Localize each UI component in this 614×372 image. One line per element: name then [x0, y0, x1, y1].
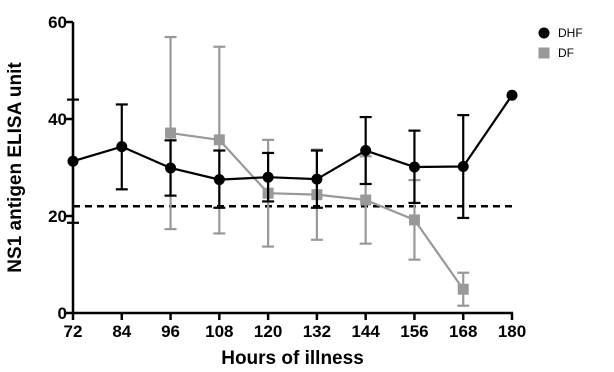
x-tick-label: 120: [254, 322, 282, 341]
x-axis-title: Hours of illness: [221, 348, 364, 369]
x-tick-label: 132: [303, 322, 331, 341]
data-point: [67, 155, 79, 167]
y-tick-label: 40: [48, 110, 67, 129]
y-tick-label: 20: [48, 207, 67, 226]
data-point: [311, 173, 323, 185]
y-tick-label: 0: [58, 304, 67, 323]
data-point: [165, 127, 177, 139]
series-line-dhf: [72, 94, 513, 181]
legend-marker: [538, 27, 550, 39]
series-layer: [67, 35, 518, 307]
legend-label: DHF: [558, 26, 583, 40]
data-point: [457, 283, 469, 295]
x-tick-label: 72: [64, 322, 83, 341]
data-point: [213, 134, 225, 146]
x-tick-label: 96: [161, 322, 180, 341]
x-tick-label: 108: [205, 322, 233, 341]
data-point: [408, 161, 420, 173]
data-point: [262, 171, 274, 183]
x-tick-label: 156: [400, 322, 428, 341]
data-point: [408, 214, 420, 226]
data-point: [116, 141, 128, 153]
legend: DHF DF: [538, 26, 583, 60]
axes: [71, 22, 513, 315]
legend-item-dhf: DHF: [538, 26, 583, 40]
y-tick-label: 60: [48, 13, 67, 32]
x-tick-label: 168: [449, 322, 477, 341]
legend-marker: [538, 47, 550, 59]
data-point: [506, 89, 518, 101]
ticks: 0 20 40 60 72 84 96 108 120 132 144 156 168 180: [48, 13, 526, 341]
y-axis-title: NS1 antigen ELISA unit: [5, 62, 26, 273]
legend-item-df: DF: [538, 46, 574, 60]
data-point: [360, 145, 372, 157]
legend-label: DF: [558, 46, 574, 60]
x-tick-label: 180: [498, 322, 526, 341]
series-dhf: [67, 89, 518, 224]
data-point: [165, 162, 177, 174]
x-tick-label: 144: [351, 322, 380, 341]
data-point: [360, 194, 372, 206]
data-point: [457, 161, 469, 173]
x-tick-label: 84: [112, 322, 131, 341]
data-point: [213, 174, 225, 186]
